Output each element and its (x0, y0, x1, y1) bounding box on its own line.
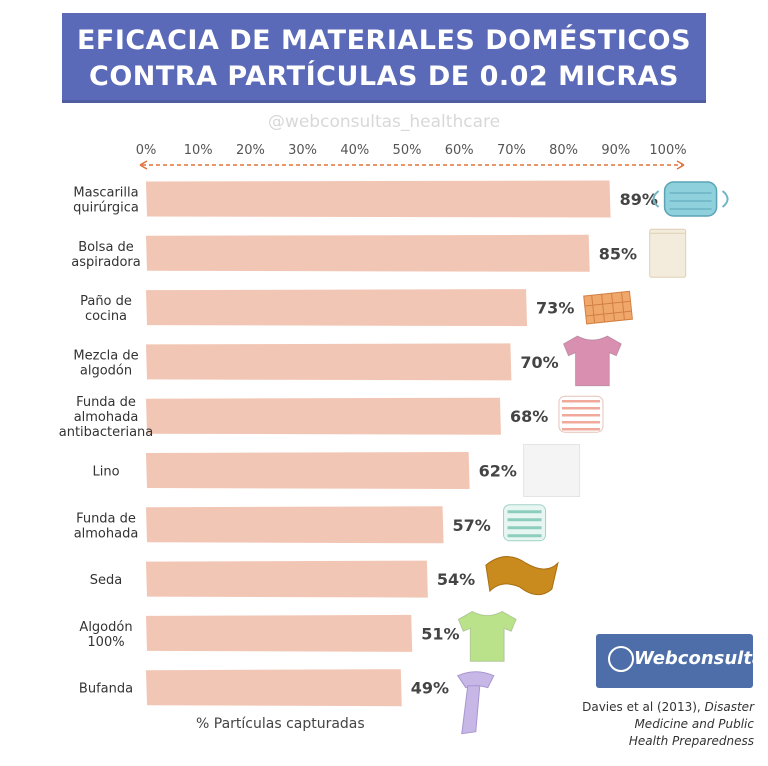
logo-text: Webconsultas (634, 648, 768, 669)
x-tick-label: 0% (136, 143, 157, 158)
pillow-icon (503, 504, 547, 542)
category-label: Funda de almohada (74, 511, 139, 541)
x-tick-label: 100% (649, 143, 686, 158)
x-tick-label: 30% (288, 143, 317, 158)
value-label: 85% (599, 244, 637, 263)
webconsultas-logo: Webconsultas (596, 634, 768, 688)
bar (146, 560, 428, 598)
category-label: Algodón 100% (79, 620, 132, 650)
vacuum-bag-icon (649, 228, 687, 278)
value-label: 49% (411, 679, 449, 698)
axis-arrow-right-head (676, 160, 685, 170)
value-label: 51% (421, 624, 459, 643)
source-journal-3: Health Preparedness (628, 734, 754, 748)
category-label: Paño de cocina (80, 294, 132, 324)
value-label: 57% (453, 516, 491, 535)
kitchen-towel-icon (583, 290, 633, 325)
bar (146, 452, 470, 489)
source-journal-1: Disaster (704, 700, 754, 714)
x-tick-label: 90% (601, 143, 630, 158)
x-tick-label: 50% (393, 143, 422, 158)
source-citation: Davies et al (2013), Disaster Medicine a… (534, 699, 754, 750)
x-tick-label: 20% (236, 143, 265, 158)
bar (146, 180, 611, 218)
category-label: Mascarilla quirúrgica (73, 186, 139, 216)
bar (146, 234, 590, 272)
category-label: Bolsa de aspiradora (71, 240, 140, 270)
bar (146, 397, 501, 435)
value-label: 62% (479, 462, 517, 481)
scarf-icon (457, 671, 495, 735)
silk-cloth-icon (485, 556, 559, 596)
value-label: 68% (510, 407, 548, 426)
social-handle: @webconsultas_healthcare (267, 112, 501, 132)
tshirt-icon (562, 335, 623, 387)
logo-w-icon (608, 646, 634, 672)
x-tick-label: 60% (445, 143, 474, 158)
linen-cloth-icon (523, 444, 581, 497)
x-tick-label: 40% (340, 143, 369, 158)
chart-title-line-1: EFICACIA DE MATERIALES DOMÉSTICOS (76, 25, 692, 56)
bar (146, 669, 402, 707)
striped-pillow-icon (558, 395, 604, 433)
axis-arrow-left-head (139, 160, 148, 170)
value-label: 73% (536, 299, 574, 318)
source-authors: Davies et al (2013), (582, 700, 701, 714)
title-banner: EFICACIA DE MATERIALES DOMÉSTICOS CONTRA… (62, 13, 706, 103)
surgical-mask-icon (652, 181, 729, 217)
category-label: Bufanda (79, 682, 133, 697)
x-tick-label: 10% (184, 143, 213, 158)
category-label: Funda de almohada antibacteriana (59, 395, 154, 440)
bar (146, 614, 413, 652)
category-label: Seda (90, 573, 122, 588)
x-tick-label: 80% (549, 143, 578, 158)
source-journal-2: Medicine and Public (634, 717, 754, 731)
category-label: Lino (92, 465, 119, 480)
category-label: Mezcla de algodón (73, 348, 138, 378)
value-label: 89% (620, 190, 658, 209)
value-label: 70% (520, 353, 558, 372)
x-axis-label: % Partículas capturadas (196, 716, 365, 732)
value-label: 54% (437, 570, 475, 589)
tshirt-icon (457, 610, 517, 662)
x-tick-label: 70% (497, 143, 526, 158)
bar (146, 289, 528, 327)
bar (146, 506, 444, 544)
chart-title-line-2: CONTRA PARTÍCULAS DE 0.02 MICRAS (89, 61, 679, 92)
bar (146, 343, 512, 381)
